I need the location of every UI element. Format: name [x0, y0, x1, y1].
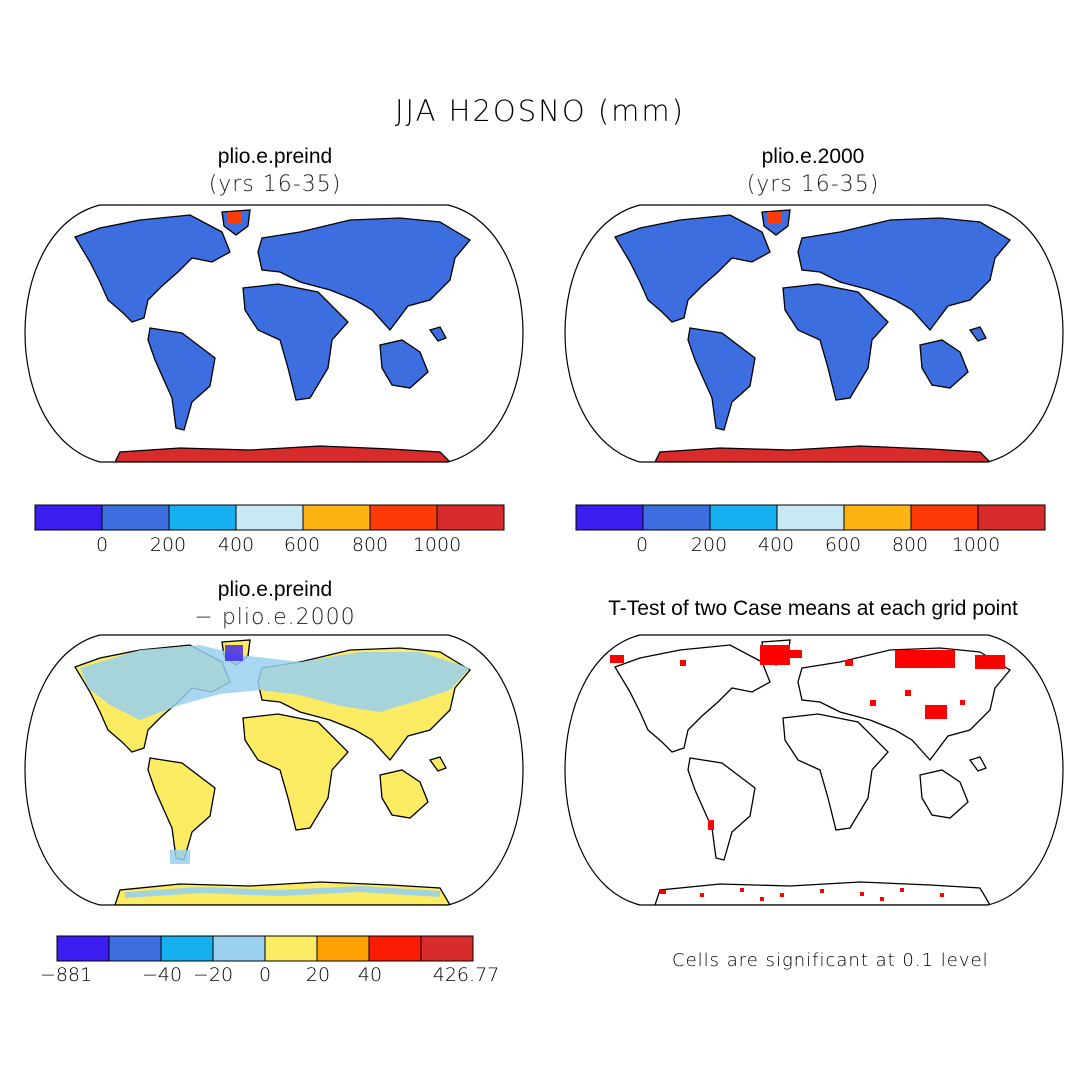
colorbar-tick-label: 0	[635, 534, 649, 556]
colorbar-tick-label: 600	[283, 534, 321, 556]
greenland-high-snow-2	[767, 212, 781, 224]
map-panel-1	[24, 204, 524, 463]
colorbar-swatch	[776, 504, 845, 531]
colorbar-tick-label: 600	[824, 534, 862, 556]
panel-2-subtitle: (yrs 16-35)	[746, 172, 880, 197]
colorbar-tick-label: 800	[351, 534, 389, 556]
colorbar-swatch	[212, 935, 266, 962]
colorbar-tick-label: −20	[192, 964, 234, 986]
map-panel-2	[564, 204, 1064, 463]
antarctica-fill-1	[113, 445, 452, 462]
colorbar-tick-label: 200	[149, 534, 187, 556]
antarctica-fill-2	[653, 445, 992, 462]
significance-note: Cells are significant at 0.1 level	[672, 950, 989, 971]
colorbar-swatch	[235, 504, 304, 531]
colorbar-tick-label: 800	[891, 534, 929, 556]
map-panel-3	[24, 634, 524, 906]
significant-cells	[610, 645, 1005, 901]
panel-3-title: plio.e.preind	[217, 578, 333, 601]
greenland-high-snow-1	[228, 212, 242, 224]
colorbar-swatch	[369, 504, 438, 531]
land-snow-fill-1	[74, 209, 471, 431]
colorbar-swatch	[368, 935, 422, 962]
northern-snow-diff	[80, 645, 470, 720]
colorbar-tick-label: 426.77	[432, 964, 500, 986]
colorbar-tick-label: 0	[95, 534, 109, 556]
colorbar-swatch	[316, 935, 370, 962]
colorbar-swatch	[168, 504, 237, 531]
colorbar-tick-label: 200	[690, 534, 728, 556]
colorbar-swatch	[977, 504, 1046, 531]
colorbar-swatch	[843, 504, 912, 531]
colorbar-tick-label: 40	[357, 964, 383, 986]
colorbar-tick-label: 0	[258, 964, 272, 986]
colorbar-tick-label: 1000	[951, 534, 1001, 556]
panel-4-title: T-Test of two Case means at each grid po…	[608, 597, 1018, 620]
colorbar-panel-3	[56, 935, 474, 962]
land-snow-fill-2	[614, 209, 1011, 431]
colorbar-swatch	[575, 504, 644, 531]
colorbar-swatch	[101, 504, 170, 531]
panel-3-subtitle: − plio.e.2000	[194, 605, 356, 630]
colorbar-swatch	[264, 935, 318, 962]
panel-1-subtitle: (yrs 16-35)	[208, 172, 342, 197]
panel-1-title: plio.e.preind	[217, 145, 333, 168]
colorbar-swatch	[108, 935, 162, 962]
coastlines-4	[614, 639, 1011, 861]
colorbar-swatch	[34, 504, 103, 531]
colorbar-panel-2	[575, 504, 1046, 531]
colorbar-tick-label: −881	[39, 964, 93, 986]
panel-2-title: plio.e.2000	[761, 145, 865, 168]
colorbar-tick-label: 20	[305, 964, 331, 986]
colorbar-swatch	[56, 935, 110, 962]
colorbar-swatch	[709, 504, 778, 531]
colorbar-panel-1	[34, 504, 505, 531]
antarctica-outline-4	[654, 881, 992, 905]
map-panel-4	[564, 634, 1064, 906]
colorbar-swatch	[420, 935, 474, 962]
colorbar-tick-label: 400	[757, 534, 795, 556]
figure-title: JJA H2OSNO (mm)	[394, 94, 685, 128]
colorbar-tick-label: 400	[217, 534, 255, 556]
colorbar-swatch	[160, 935, 214, 962]
colorbar-swatch	[642, 504, 711, 531]
colorbar-tick-label: 1000	[412, 534, 462, 556]
colorbar-tick-label: −40	[141, 964, 183, 986]
colorbar-swatch	[302, 504, 371, 531]
colorbar-swatch	[910, 504, 979, 531]
colorbar-swatch	[436, 504, 505, 531]
greenland-diff	[225, 645, 243, 661]
